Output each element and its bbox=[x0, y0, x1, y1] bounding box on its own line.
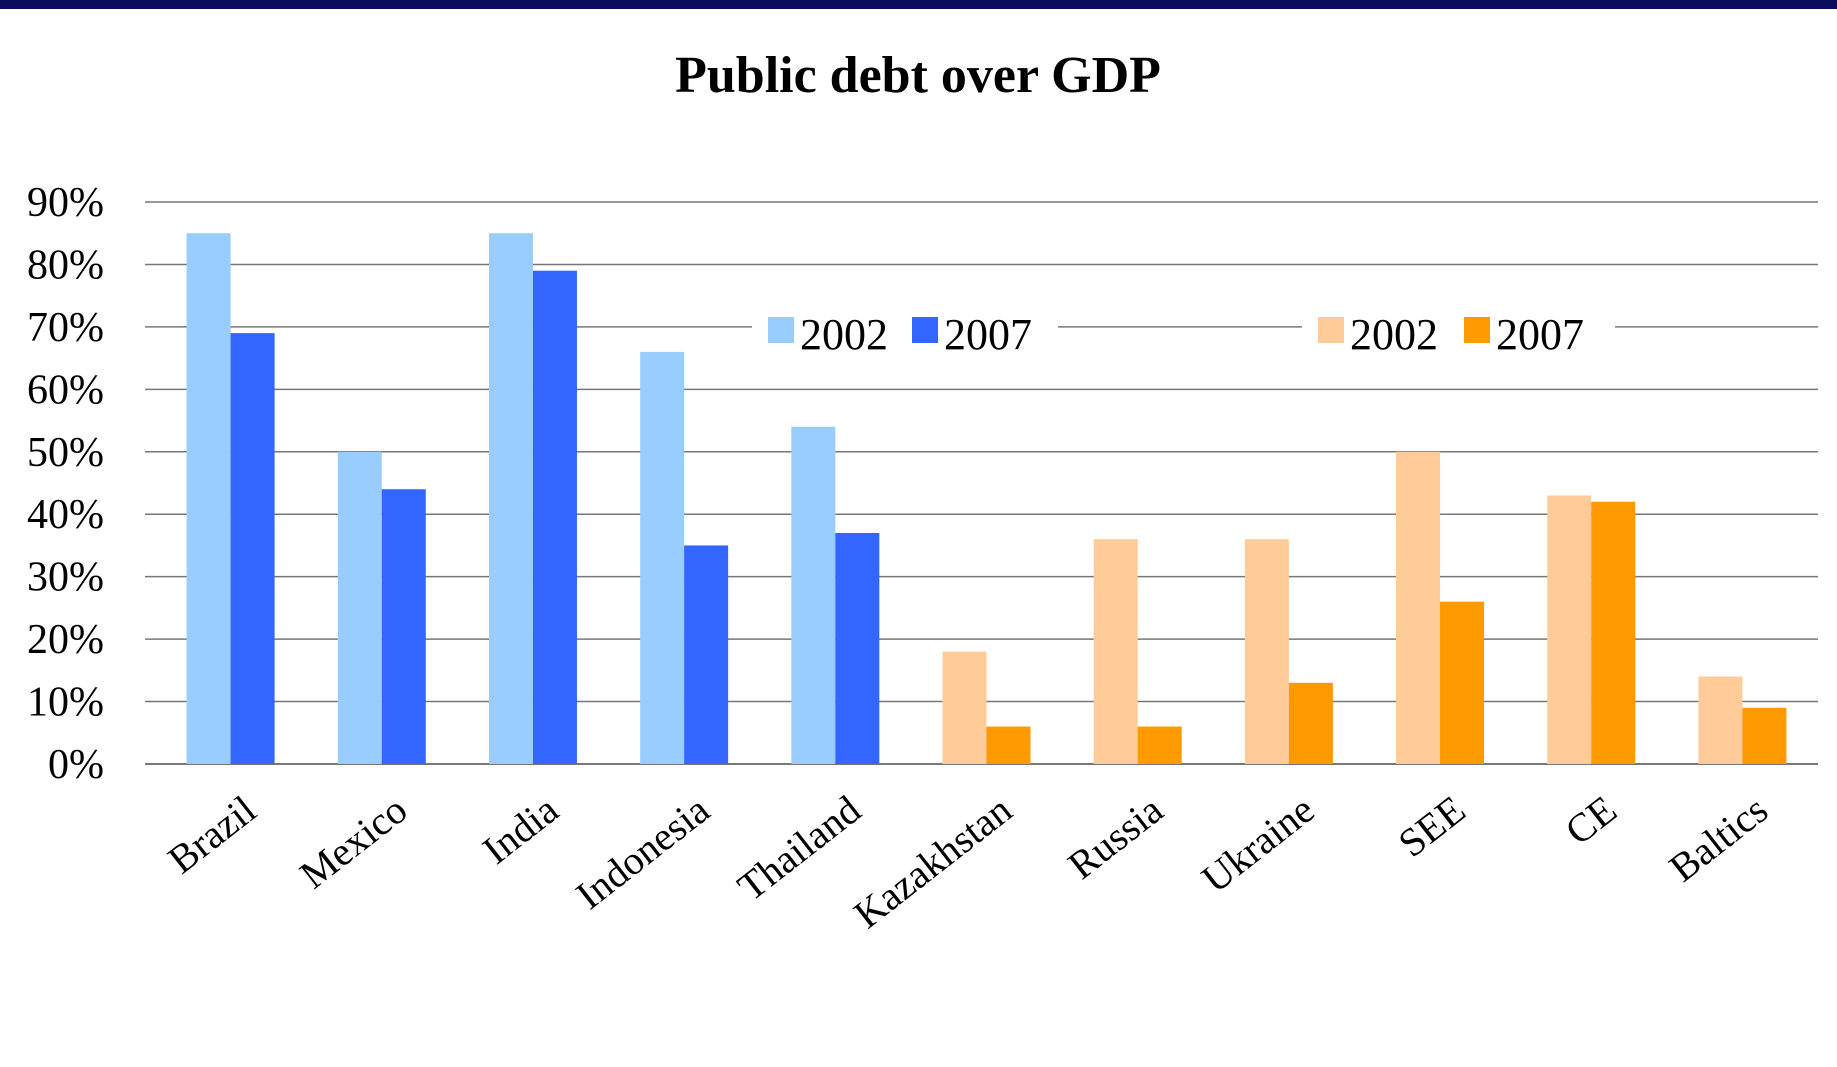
y-tick-label: 20% bbox=[27, 617, 104, 663]
x-tick-label: SEE bbox=[1390, 787, 1474, 866]
x-tick-label: Russia bbox=[1059, 786, 1171, 887]
bar-ce-2007 bbox=[1591, 502, 1635, 764]
y-tick-label: 10% bbox=[27, 680, 104, 726]
x-tick-label: Thailand bbox=[729, 787, 869, 910]
legend: 2002 2007 2002 2007 bbox=[768, 310, 1584, 359]
bar-kazakhstan-2007 bbox=[987, 727, 1031, 764]
legend-swatch bbox=[912, 317, 938, 343]
y-axis-ticks: 0% 10% 20% 30% 40% 50% 60% 70% 80% 90% bbox=[27, 180, 104, 788]
bar-mexico-2002 bbox=[338, 452, 382, 764]
y-tick-label: 30% bbox=[27, 555, 104, 601]
y-tick-label: 80% bbox=[27, 242, 104, 288]
legend-label: 2007 bbox=[944, 310, 1032, 359]
bar-thailand-2002 bbox=[791, 427, 835, 764]
legend-label: 2007 bbox=[1496, 310, 1584, 359]
legend-swatch bbox=[768, 317, 794, 343]
bar-russia-2007 bbox=[1138, 727, 1182, 764]
bar-india-2002 bbox=[489, 233, 533, 764]
bar-indonesia-2007 bbox=[684, 545, 728, 764]
bar-ce-2002 bbox=[1547, 495, 1591, 764]
bar-see-2002 bbox=[1396, 452, 1440, 764]
y-tick-label: 70% bbox=[27, 305, 104, 351]
bar-indonesia-2002 bbox=[640, 352, 684, 764]
x-tick-label: India bbox=[474, 786, 567, 872]
bar-ukraine-2002 bbox=[1245, 539, 1289, 764]
bar-see-2007 bbox=[1440, 602, 1484, 764]
x-tick-label: CE bbox=[1557, 787, 1625, 854]
y-tick-label: 40% bbox=[27, 492, 104, 538]
legend-label: 2002 bbox=[1350, 310, 1438, 359]
y-tick-label: 90% bbox=[27, 180, 104, 226]
bar-brazil-2002 bbox=[187, 233, 231, 764]
y-tick-label: 0% bbox=[48, 742, 104, 788]
bar-russia-2002 bbox=[1094, 539, 1138, 764]
bar-ukraine-2007 bbox=[1289, 683, 1333, 764]
bar-baltics-2002 bbox=[1698, 677, 1742, 764]
chart-title: Public debt over GDP bbox=[675, 47, 1161, 104]
y-tick-label: 60% bbox=[27, 367, 104, 413]
legend-swatch bbox=[1318, 317, 1344, 343]
bar-thailand-2007 bbox=[835, 533, 879, 764]
x-tick-label: Indonesia bbox=[567, 786, 717, 917]
y-tick-label: 50% bbox=[27, 430, 104, 476]
x-tick-label: Mexico bbox=[291, 787, 415, 898]
bar-kazakhstan-2002 bbox=[943, 652, 987, 764]
x-tick-label: Brazil bbox=[159, 787, 264, 883]
bar-brazil-2007 bbox=[231, 333, 275, 764]
x-axis-ticks: Brazil Mexico India Indonesia ThailandKazakh… bbox=[159, 786, 1776, 936]
bar-india-2007 bbox=[533, 271, 577, 764]
bar-mexico-2007 bbox=[382, 489, 426, 764]
legend-label: 2002 bbox=[800, 310, 888, 359]
bar-baltics-2007 bbox=[1742, 708, 1786, 764]
x-tick-label: Ukraine bbox=[1193, 787, 1322, 902]
x-tick-label: Kazakhstan bbox=[845, 787, 1020, 937]
x-tick-label: Baltics bbox=[1661, 787, 1776, 891]
legend-swatch bbox=[1464, 317, 1490, 343]
